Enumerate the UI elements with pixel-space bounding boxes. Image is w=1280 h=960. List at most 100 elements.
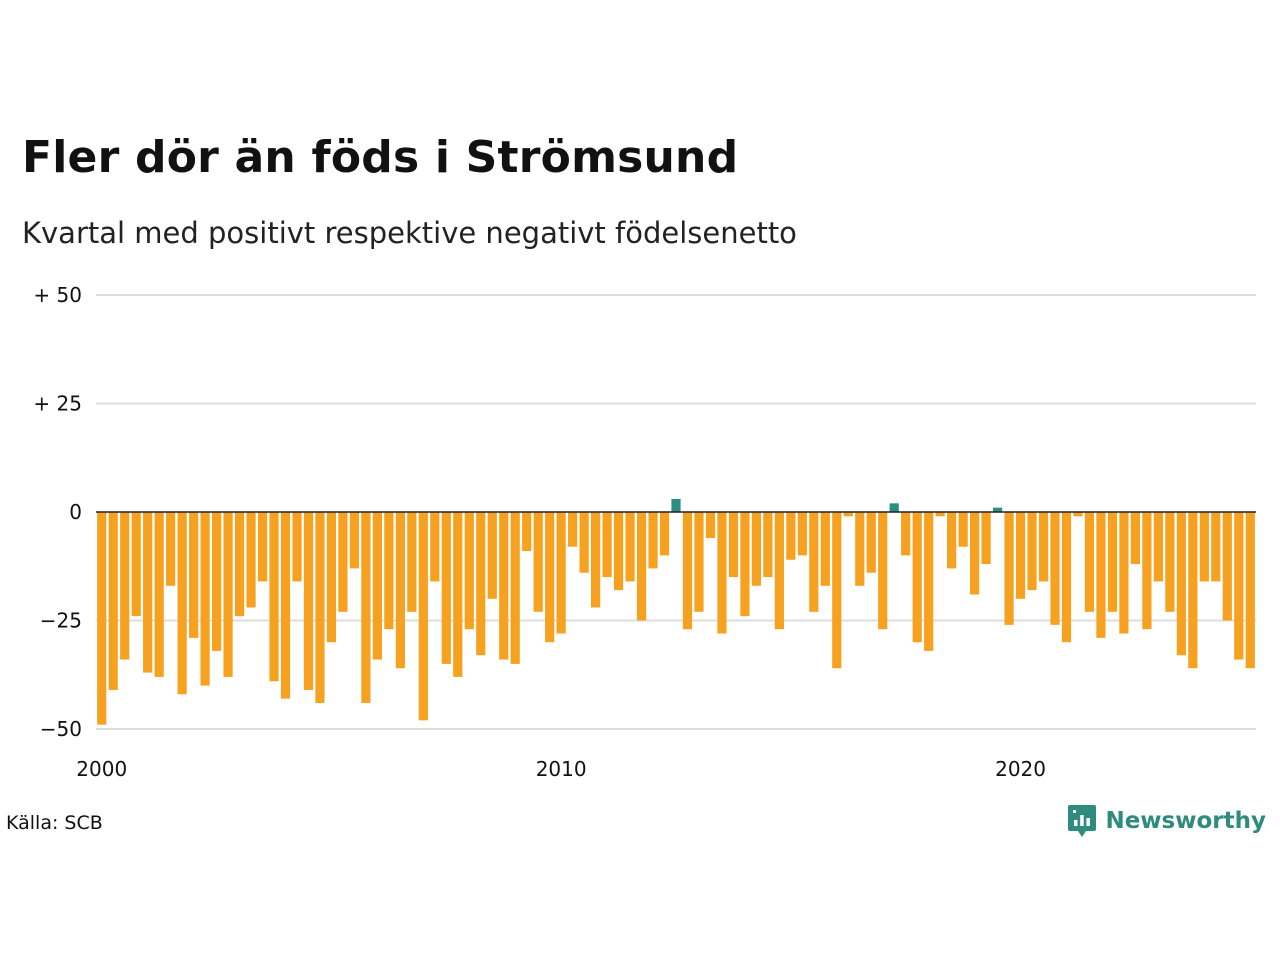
bar-chart-icon bbox=[1068, 805, 1097, 837]
bar-negative bbox=[613, 512, 624, 591]
bar-negative bbox=[441, 512, 451, 664]
bar-negative bbox=[212, 512, 222, 651]
bar-negative bbox=[1004, 512, 1014, 625]
bar-positive bbox=[992, 507, 1003, 512]
bar-negative bbox=[774, 512, 784, 630]
bar-negative bbox=[223, 512, 233, 677]
x-tick-label: 2010 bbox=[536, 757, 587, 781]
bar-negative bbox=[1234, 512, 1244, 660]
bar-negative bbox=[464, 512, 474, 630]
bar-negative bbox=[1245, 512, 1255, 669]
bar-negative bbox=[338, 512, 348, 612]
bar-negative bbox=[453, 512, 463, 677]
bar-negative bbox=[326, 512, 337, 643]
bar-negative bbox=[1211, 512, 1221, 582]
y-tick-label: 0 bbox=[69, 500, 82, 524]
bar-negative bbox=[1199, 512, 1209, 582]
bar-negative bbox=[636, 512, 647, 621]
y-tick-label: + 50 bbox=[33, 283, 82, 307]
bar-negative bbox=[395, 512, 405, 669]
bar-negative bbox=[280, 512, 291, 699]
bar-negative bbox=[177, 512, 187, 695]
bar-negative bbox=[682, 512, 693, 630]
bar-positive bbox=[671, 498, 681, 512]
bar-negative bbox=[1165, 512, 1175, 612]
x-tick-label: 2020 bbox=[995, 757, 1046, 781]
bar-negative bbox=[1073, 512, 1083, 517]
bar-negative bbox=[763, 512, 773, 578]
bar-negative bbox=[372, 512, 382, 660]
x-tick-label: 2000 bbox=[76, 757, 127, 781]
bar-negative bbox=[1084, 512, 1095, 612]
bar-negative bbox=[820, 512, 830, 586]
bar-negative bbox=[246, 512, 256, 608]
bar-negative bbox=[1061, 512, 1072, 643]
bar-negative bbox=[878, 512, 888, 630]
bar-negative bbox=[143, 512, 153, 673]
bar-negative bbox=[349, 512, 360, 569]
bar-negative bbox=[797, 512, 807, 556]
bar-negative bbox=[832, 512, 842, 669]
y-tick-label: −25 bbox=[40, 609, 82, 633]
bar-negative bbox=[120, 512, 130, 660]
bar-negative bbox=[1050, 512, 1060, 625]
bar-negative bbox=[430, 512, 440, 582]
bar-negative bbox=[1188, 512, 1198, 669]
bar-negative bbox=[303, 512, 314, 690]
bar-negative bbox=[1222, 512, 1232, 621]
bar-negative bbox=[556, 512, 566, 634]
bar-negative bbox=[694, 512, 704, 612]
bar-negative bbox=[97, 512, 107, 725]
bar-negative bbox=[522, 512, 532, 552]
bar-negative bbox=[970, 512, 980, 595]
bar-chart: + 50 + 25 0 −25 −50 2000 2010 2020 bbox=[33, 283, 1256, 781]
bar-negative bbox=[568, 512, 578, 547]
bar-negative bbox=[315, 512, 325, 703]
bar-negative bbox=[1176, 512, 1186, 656]
bar-negative bbox=[166, 512, 176, 586]
bar-negative bbox=[189, 512, 199, 638]
bar-negative bbox=[843, 512, 853, 517]
bar-negative bbox=[131, 512, 141, 617]
bar-negative bbox=[1142, 512, 1152, 630]
bar-negative bbox=[912, 512, 922, 643]
bar-negative bbox=[659, 512, 670, 556]
bar-negative bbox=[407, 512, 417, 612]
bar-negative bbox=[200, 512, 210, 686]
bar-negative bbox=[269, 512, 279, 682]
bar-negative bbox=[476, 512, 486, 656]
bar-negative bbox=[1096, 512, 1106, 638]
chart-title: Fler dör än föds i Strömsund bbox=[22, 132, 739, 183]
bar-negative bbox=[1107, 512, 1118, 612]
bar-negative bbox=[740, 512, 750, 617]
bar-negative bbox=[108, 512, 118, 690]
bar-negative bbox=[866, 512, 876, 573]
bar-negative bbox=[487, 512, 497, 599]
bar-negative bbox=[958, 512, 968, 547]
bar-negative bbox=[728, 512, 739, 578]
bar-negative bbox=[579, 512, 589, 573]
y-tick-label: −50 bbox=[40, 717, 82, 741]
bar-negative bbox=[625, 512, 635, 582]
bar-negative bbox=[751, 512, 761, 586]
bar-negative bbox=[545, 512, 555, 643]
bar-negative bbox=[602, 512, 612, 578]
bar-negative bbox=[361, 512, 371, 703]
bar-negative bbox=[1027, 512, 1037, 591]
bar-positive bbox=[889, 503, 899, 512]
bar-negative bbox=[1015, 512, 1026, 599]
bar-negative bbox=[855, 512, 865, 586]
bar-negative bbox=[809, 512, 819, 612]
bars bbox=[97, 498, 1255, 725]
bar-negative bbox=[981, 512, 991, 565]
bar-negative bbox=[648, 512, 658, 569]
newsworthy-logo: Newsworthy bbox=[1067, 804, 1266, 838]
bar-negative bbox=[1038, 512, 1049, 582]
bar-negative bbox=[705, 512, 716, 539]
y-tick-label: + 25 bbox=[33, 392, 82, 416]
bar-negative bbox=[1130, 512, 1140, 565]
axes: + 50 + 25 0 −25 −50 2000 2010 2020 bbox=[33, 283, 1256, 781]
bar-negative bbox=[786, 512, 796, 560]
bar-negative bbox=[384, 512, 394, 630]
chart-subtitle: Kvartal med positivt respektive negativt… bbox=[22, 216, 797, 250]
